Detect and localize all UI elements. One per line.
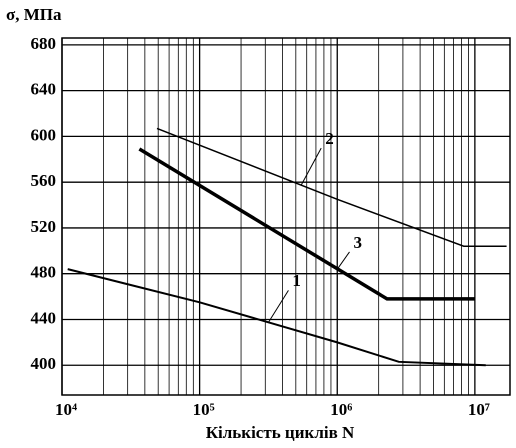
y-tick-label: 400 bbox=[31, 354, 57, 373]
x-axis-label: Кількість циклів N bbox=[206, 423, 355, 442]
x-tick-label: 10⁵ bbox=[193, 400, 215, 419]
y-tick-label: 680 bbox=[31, 34, 57, 53]
series-label: 1 bbox=[292, 271, 301, 290]
line-series bbox=[156, 127, 507, 247]
y-tick-label: 440 bbox=[31, 308, 57, 327]
y-tick-label: 520 bbox=[31, 217, 57, 236]
y-tick-label: 560 bbox=[31, 171, 57, 190]
x-tick-label: 10⁶ bbox=[330, 400, 352, 419]
line-series bbox=[67, 268, 486, 367]
leader-line bbox=[337, 251, 350, 270]
line-series bbox=[138, 147, 475, 301]
series-label: 2 bbox=[325, 129, 334, 148]
plot-frame bbox=[61, 37, 511, 396]
y-tick-label: 640 bbox=[31, 80, 57, 99]
leader-line bbox=[300, 147, 322, 186]
leader-line bbox=[268, 290, 289, 323]
y-tick-label: 600 bbox=[31, 125, 57, 144]
y-tick-label: 480 bbox=[31, 263, 57, 282]
x-tick-label: 10⁷ bbox=[468, 400, 490, 419]
x-tick-label: 10⁴ bbox=[55, 400, 77, 419]
y-axis-label: σ, МПа bbox=[6, 5, 62, 24]
series-label: 3 bbox=[353, 233, 362, 252]
